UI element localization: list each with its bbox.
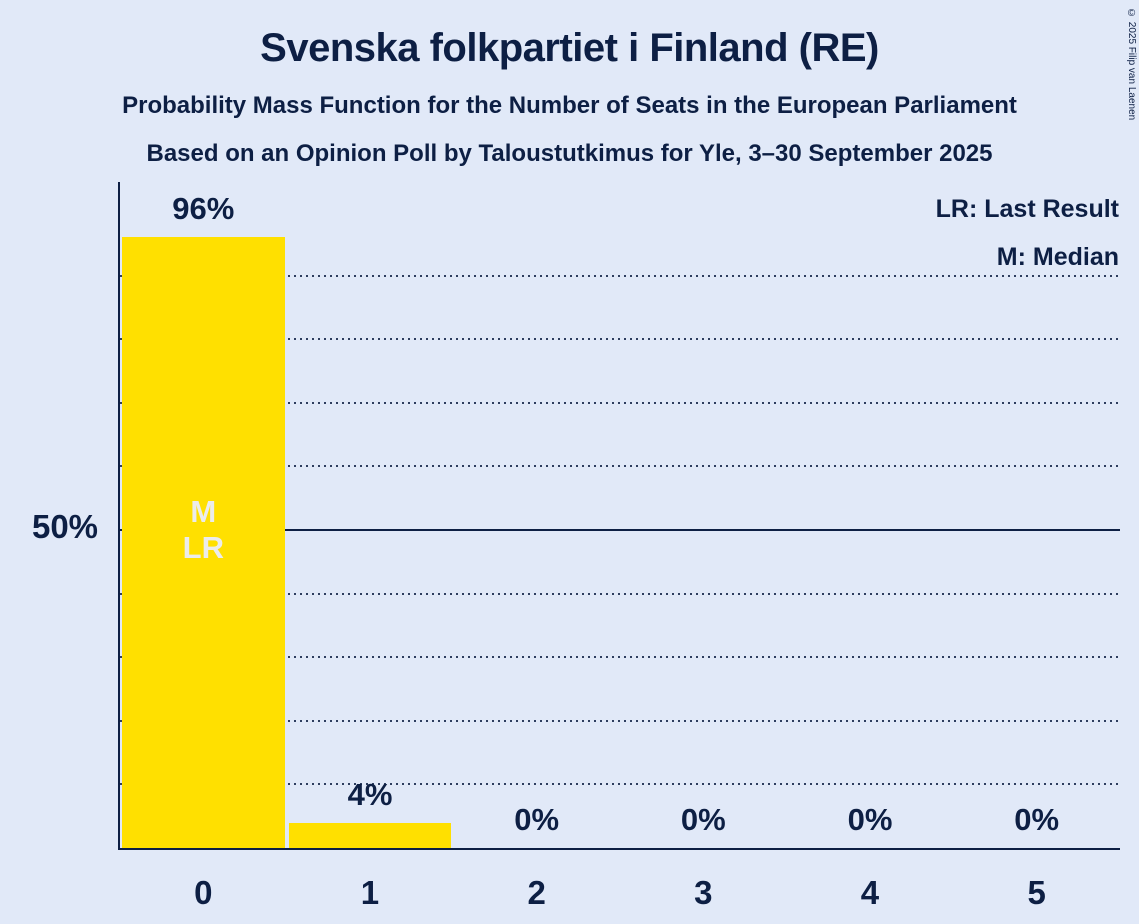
x-tick-label-4: 4 bbox=[860, 874, 880, 911]
x-tick-label-5: 5 bbox=[1027, 874, 1046, 911]
bar-seats-0 bbox=[122, 237, 285, 848]
plot-area: 96% 0 M LR 4% 1 0% 2 0% 3 0% 4 0% 5 bbox=[118, 182, 1120, 911]
value-label-seats-1: 4% bbox=[347, 776, 393, 812]
chart-subtitle-1: Probability Mass Function for the Number… bbox=[122, 92, 1017, 119]
value-label-seats-5: 0% bbox=[1014, 802, 1060, 837]
gridline-dotted-20 bbox=[120, 719, 1120, 722]
y-axis-label-50-percent: 50% bbox=[31, 508, 99, 545]
legend-median: M: Median bbox=[996, 243, 1119, 271]
gridline-dotted-90 bbox=[120, 274, 1120, 277]
bar-annotation-lr: LR bbox=[182, 530, 224, 565]
gridline-dotted-80 bbox=[120, 338, 1120, 341]
x-tick-label-0: 0 bbox=[194, 874, 213, 911]
chart-title: Svenska folkpartiet i Finland (RE) bbox=[260, 26, 879, 70]
bar-annotation-group: M LR bbox=[120, 494, 287, 566]
value-label-seats-2: 0% bbox=[514, 802, 560, 837]
value-label-seats-4: 0% bbox=[847, 802, 893, 837]
gridline-dotted-40 bbox=[120, 592, 1120, 595]
chart-subtitle-2: Based on an Opinion Poll by Taloustutkim… bbox=[146, 140, 993, 167]
value-label-seats-0: 96% bbox=[172, 191, 235, 227]
gridline-dotted-60 bbox=[120, 465, 1120, 468]
gridline-dotted-10 bbox=[120, 783, 1120, 786]
x-tick-label-3: 3 bbox=[694, 874, 713, 911]
x-tick-label-1: 1 bbox=[360, 874, 380, 911]
x-tick-label-2: 2 bbox=[527, 874, 546, 911]
bar-annotation-m: M bbox=[190, 494, 217, 529]
copyright-notice: © 2025 Filip van Laenen bbox=[1126, 8, 1137, 121]
bar-seats-1 bbox=[288, 822, 452, 848]
gridline-dotted-30 bbox=[120, 656, 1120, 659]
gridline-dotted-70 bbox=[120, 401, 1120, 404]
gridline-solid-50 bbox=[120, 529, 1120, 531]
value-label-seats-3: 0% bbox=[680, 802, 726, 837]
legend-last-result: LR: Last Result bbox=[935, 195, 1119, 223]
chart-legend: LR: Last Result M: Median bbox=[936, 185, 1119, 281]
